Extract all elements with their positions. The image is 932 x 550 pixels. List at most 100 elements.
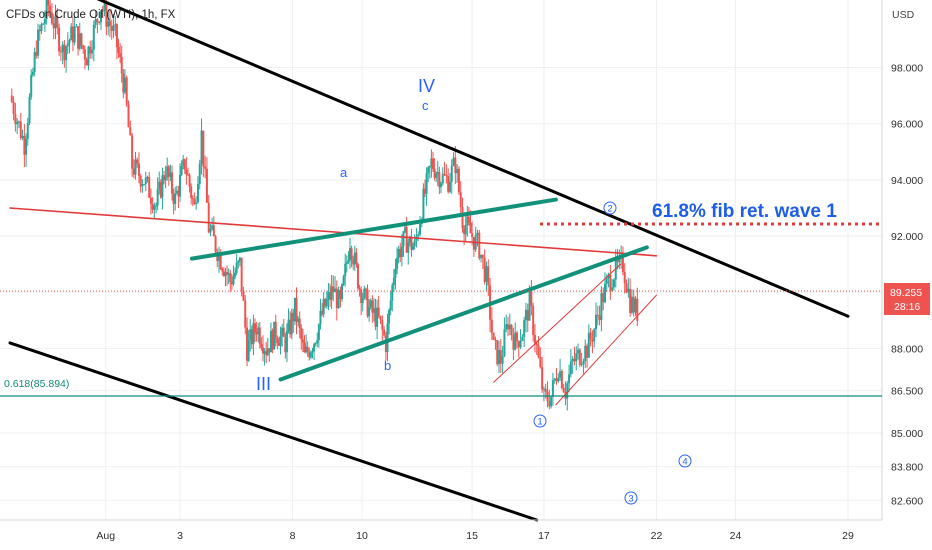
candle-body-10: [28, 96, 31, 124]
candle-body-9: [26, 123, 29, 139]
candle-body-134: [238, 257, 241, 262]
x-tick-4: 15: [466, 530, 478, 542]
candle-body-41: [82, 45, 85, 50]
candle-body-42: [83, 49, 86, 60]
candle-body-305: [523, 320, 526, 337]
candle-body-24: [52, 23, 55, 29]
candle-body-182: [316, 340, 319, 344]
candle-body-309: [530, 291, 533, 306]
candle-body-292: [499, 350, 502, 364]
candle-body-343: [591, 339, 594, 342]
candle-body-94: [172, 193, 175, 204]
candle-body-107: [193, 198, 196, 204]
candle-body-98: [178, 174, 181, 197]
candle-body-178: [309, 352, 312, 358]
trendline-green-upper: [189, 197, 558, 261]
candle-body-33: [68, 40, 71, 44]
candle-body-258: [439, 183, 442, 188]
candle-body-14: [35, 52, 38, 56]
candle-body-316: [542, 388, 545, 390]
candle-body-83: [155, 205, 158, 207]
candle-body-4: [17, 121, 20, 123]
candle-body-244: [417, 234, 420, 237]
candle-body-133: [237, 261, 240, 263]
candle-body-167: [292, 312, 295, 322]
candle-body-336: [578, 349, 581, 365]
candle-body-221: [379, 315, 382, 320]
candle-body-304: [521, 336, 524, 341]
candle-body-19: [43, 19, 46, 24]
candle-body-151: [266, 348, 269, 356]
candle-body-113: [204, 166, 207, 169]
candle-body-1: [12, 101, 15, 114]
candle-body-158: [277, 343, 280, 346]
candle-body-175: [305, 346, 308, 353]
candle-body-204: [352, 259, 355, 265]
x-tick-3: 10: [356, 530, 368, 542]
candle-body-315: [541, 366, 544, 390]
circle-wave-3: 3: [624, 491, 638, 505]
candle-body-297: [508, 324, 511, 330]
candle-body-365: [630, 296, 633, 313]
candle-body-256: [436, 172, 439, 174]
candle-body-86: [159, 181, 162, 198]
candle-body-172: [300, 327, 303, 340]
trendline-red-wedge-upper: [493, 263, 622, 383]
candle-body-224: [384, 335, 387, 353]
candle-body-331: [569, 361, 572, 375]
candle-body-240: [410, 236, 413, 250]
candle-body-6: [21, 135, 24, 139]
candle-body-26: [56, 16, 59, 28]
candle-body-163: [285, 330, 288, 353]
candle-body-190: [329, 292, 332, 300]
candle-body-272: [464, 225, 467, 235]
candle-body-85: [158, 181, 161, 190]
candle-body-115: [207, 202, 210, 233]
x-tick-2: 8: [290, 530, 296, 542]
candle-body-164: [287, 319, 290, 331]
candle-body-330: [568, 374, 571, 384]
candle-body-165: [289, 319, 292, 335]
candle-body-220: [377, 307, 380, 316]
candle-body-346: [596, 314, 599, 316]
candle-body-108: [195, 202, 198, 204]
candle-body-99: [180, 166, 183, 175]
fib-level-label: 0.618(85.894): [4, 378, 69, 390]
candle-body-70: [132, 168, 135, 175]
candle-body-87: [161, 175, 164, 198]
current-price-badge: 89.255 28:16: [884, 283, 930, 315]
candle-body-211: [363, 288, 366, 298]
candle-body-334: [575, 353, 578, 362]
candle-body-180: [313, 344, 316, 352]
candle-body-199: [344, 263, 347, 277]
candle-body-192: [332, 286, 335, 293]
candle-body-355: [612, 279, 615, 288]
candle-body-237: [405, 226, 408, 253]
wave-b-label: b: [384, 358, 391, 373]
candle-body-111: [200, 130, 203, 164]
candle-body-301: [515, 332, 518, 341]
candle-body-329: [566, 383, 569, 399]
candle-body-179: [311, 351, 314, 353]
candle-body-265: [452, 157, 455, 166]
candle-body-202: [348, 248, 351, 261]
candle-body-57: [110, 25, 113, 31]
svg-text:3: 3: [628, 494, 633, 505]
candle-body-229: [392, 277, 395, 286]
y-tick-9: 82.600: [891, 495, 923, 507]
candle-body-352: [607, 274, 610, 279]
candle-body-248: [424, 188, 427, 194]
candle-body-141: [250, 329, 253, 345]
candle-body-100: [182, 159, 185, 167]
current-price-countdown: 28:16: [894, 301, 920, 313]
candle-body-306: [524, 309, 527, 321]
candle-body-138: [246, 327, 249, 361]
candle-body-140: [249, 329, 252, 340]
candle-body-327: [562, 387, 565, 393]
candle-body-74: [139, 175, 142, 187]
candle-body-236: [404, 226, 407, 232]
current-price-value: 89.255: [890, 287, 922, 299]
candle-body-232: [397, 248, 400, 258]
candle-body-153: [269, 330, 272, 353]
